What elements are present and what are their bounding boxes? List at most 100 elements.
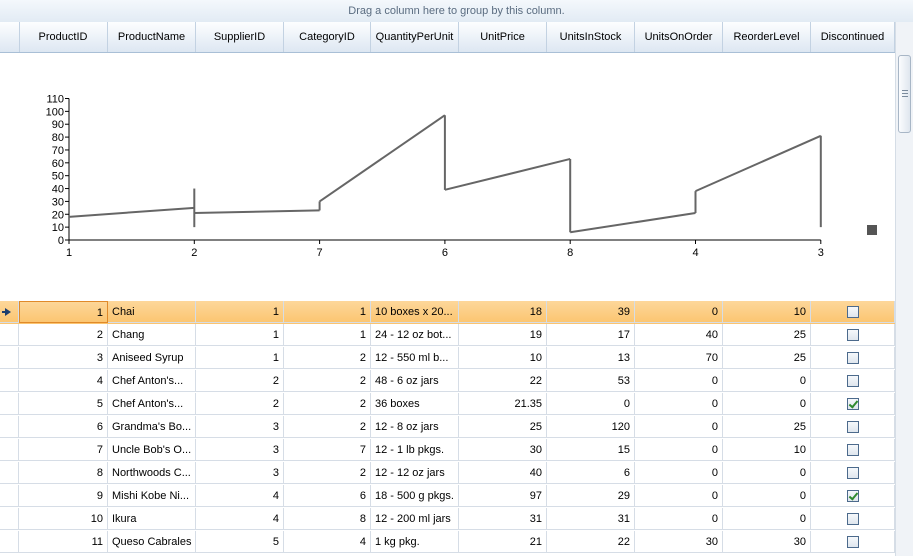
cell-supplierid[interactable]: 1 [196, 324, 284, 346]
column-header-unitprice[interactable]: UnitPrice [459, 22, 547, 52]
cell-productname[interactable]: Uncle Bob's O... [108, 439, 196, 461]
row-indicator[interactable] [0, 370, 19, 392]
cell-categoryid[interactable]: 1 [284, 301, 371, 323]
cell-categoryid[interactable]: 2 [284, 347, 371, 369]
cell-productid[interactable]: 11 [19, 531, 108, 553]
row-indicator[interactable] [0, 508, 19, 530]
cell-reorderlevel[interactable]: 0 [723, 462, 811, 484]
cell-quantityperunit[interactable]: 10 boxes x 20... [371, 301, 459, 323]
column-header-discontinued[interactable]: Discontinued [811, 22, 895, 52]
cell-discontinued[interactable] [811, 393, 895, 415]
cell-quantityperunit[interactable]: 12 - 12 oz jars [371, 462, 459, 484]
cell-unitsonorder[interactable]: 0 [635, 393, 723, 415]
cell-unitsonorder[interactable]: 0 [635, 508, 723, 530]
discontinued-checkbox[interactable] [846, 536, 859, 548]
cell-supplierid[interactable]: 2 [196, 393, 284, 415]
cell-productid[interactable]: 4 [19, 370, 108, 392]
cell-quantityperunit[interactable]: 48 - 6 oz jars [371, 370, 459, 392]
column-header-quantityperunit[interactable]: QuantityPerUnit [371, 22, 459, 52]
cell-productid[interactable]: 7 [19, 439, 108, 461]
table-row[interactable]: 9 Mishi Kobe Ni... 4 6 18 - 500 g pkgs. 97 29 0… [0, 485, 895, 508]
discontinued-checkbox[interactable] [846, 513, 859, 525]
cell-unitprice[interactable]: 10 [459, 347, 547, 369]
cell-supplierid[interactable]: 3 [196, 439, 284, 461]
cell-quantityperunit[interactable]: 24 - 12 oz bot... [371, 324, 459, 346]
cell-unitprice[interactable]: 18 [459, 301, 547, 323]
cell-unitsinstock[interactable]: 0 [547, 393, 635, 415]
row-indicator[interactable] [0, 324, 19, 346]
cell-productid[interactable]: 9 [19, 485, 108, 507]
cell-reorderlevel[interactable]: 0 [723, 485, 811, 507]
cell-supplierid[interactable]: 5 [196, 531, 284, 553]
table-row[interactable]: 3 Aniseed Syrup 1 2 12 - 550 ml b... 10 13 70 25 [0, 347, 895, 370]
cell-categoryid[interactable]: 6 [284, 485, 371, 507]
column-header-unitsonorder[interactable]: UnitsOnOrder [635, 22, 723, 52]
column-header-reorderlevel[interactable]: ReorderLevel [723, 22, 811, 52]
cell-discontinued[interactable] [811, 301, 895, 323]
table-row[interactable]: 5 Chef Anton's... 2 2 36 boxes 21.35 0 0 0 [0, 393, 895, 416]
cell-reorderlevel[interactable]: 25 [723, 416, 811, 438]
cell-productname[interactable]: Chai [108, 301, 196, 323]
cell-unitprice[interactable]: 97 [459, 485, 547, 507]
cell-quantityperunit[interactable]: 1 kg pkg. [371, 531, 459, 553]
cell-unitprice[interactable]: 30 [459, 439, 547, 461]
row-indicator[interactable] [0, 485, 19, 507]
discontinued-checkbox[interactable] [846, 375, 859, 387]
cell-productid[interactable]: 6 [19, 416, 108, 438]
table-row[interactable]: 6 Grandma's Bo... 3 2 12 - 8 oz jars 25 120 0 25 [0, 416, 895, 439]
cell-unitsinstock[interactable]: 31 [547, 508, 635, 530]
discontinued-checkbox[interactable] [846, 398, 859, 410]
column-header-unitsinstock[interactable]: UnitsInStock [547, 22, 635, 52]
row-indicator[interactable] [0, 416, 19, 438]
table-row[interactable]: 1 Chai 1 1 10 boxes x 20... 18 39 0 10 [0, 301, 895, 324]
discontinued-checkbox[interactable] [846, 421, 859, 433]
cell-discontinued[interactable] [811, 462, 895, 484]
cell-supplierid[interactable]: 2 [196, 370, 284, 392]
row-indicator[interactable] [0, 347, 19, 369]
cell-categoryid[interactable]: 4 [284, 531, 371, 553]
cell-productname[interactable]: Chang [108, 324, 196, 346]
cell-unitsinstock[interactable]: 17 [547, 324, 635, 346]
table-row[interactable]: 10 Ikura 4 8 12 - 200 ml jars 31 31 0 0 [0, 508, 895, 531]
cell-quantityperunit[interactable]: 36 boxes [371, 393, 459, 415]
cell-categoryid[interactable]: 2 [284, 462, 371, 484]
discontinued-checkbox[interactable] [846, 352, 859, 364]
cell-discontinued[interactable] [811, 347, 895, 369]
cell-categoryid[interactable]: 2 [284, 370, 371, 392]
cell-productid[interactable]: 1 [19, 301, 108, 323]
cell-unitsonorder[interactable]: 0 [635, 301, 723, 323]
cell-reorderlevel[interactable]: 25 [723, 347, 811, 369]
cell-productname[interactable]: Aniseed Syrup [108, 347, 196, 369]
cell-productname[interactable]: Ikura [108, 508, 196, 530]
cell-discontinued[interactable] [811, 416, 895, 438]
cell-categoryid[interactable]: 8 [284, 508, 371, 530]
cell-unitsonorder[interactable]: 0 [635, 370, 723, 392]
cell-unitsonorder[interactable]: 0 [635, 439, 723, 461]
cell-reorderlevel[interactable]: 10 [723, 439, 811, 461]
cell-unitsonorder[interactable]: 0 [635, 485, 723, 507]
column-header-productname[interactable]: ProductName [108, 22, 196, 52]
column-header-categoryid[interactable]: CategoryID [284, 22, 371, 52]
discontinued-checkbox[interactable] [846, 329, 859, 341]
cell-quantityperunit[interactable]: 12 - 1 lb pkgs. [371, 439, 459, 461]
table-row[interactable]: 11 Queso Cabrales 5 4 1 kg pkg. 21 22 30 30 [0, 531, 895, 554]
cell-discontinued[interactable] [811, 531, 895, 553]
row-indicator[interactable] [0, 393, 19, 415]
cell-unitsonorder[interactable]: 0 [635, 462, 723, 484]
cell-unitsinstock[interactable]: 13 [547, 347, 635, 369]
cell-reorderlevel[interactable]: 0 [723, 370, 811, 392]
cell-productname[interactable]: Queso Cabrales [108, 531, 196, 553]
cell-productname[interactable]: Mishi Kobe Ni... [108, 485, 196, 507]
cell-supplierid[interactable]: 3 [196, 462, 284, 484]
cell-productname[interactable]: Chef Anton's... [108, 393, 196, 415]
cell-productid[interactable]: 2 [19, 324, 108, 346]
column-header-supplierid[interactable]: SupplierID [196, 22, 284, 52]
group-by-panel[interactable]: Drag a column here to group by this colu… [0, 0, 913, 23]
cell-unitsinstock[interactable]: 39 [547, 301, 635, 323]
cell-reorderlevel[interactable]: 25 [723, 324, 811, 346]
cell-productname[interactable]: Northwoods C... [108, 462, 196, 484]
cell-quantityperunit[interactable]: 18 - 500 g pkgs. [371, 485, 459, 507]
cell-supplierid[interactable]: 3 [196, 416, 284, 438]
cell-unitprice[interactable]: 25 [459, 416, 547, 438]
cell-productid[interactable]: 10 [19, 508, 108, 530]
